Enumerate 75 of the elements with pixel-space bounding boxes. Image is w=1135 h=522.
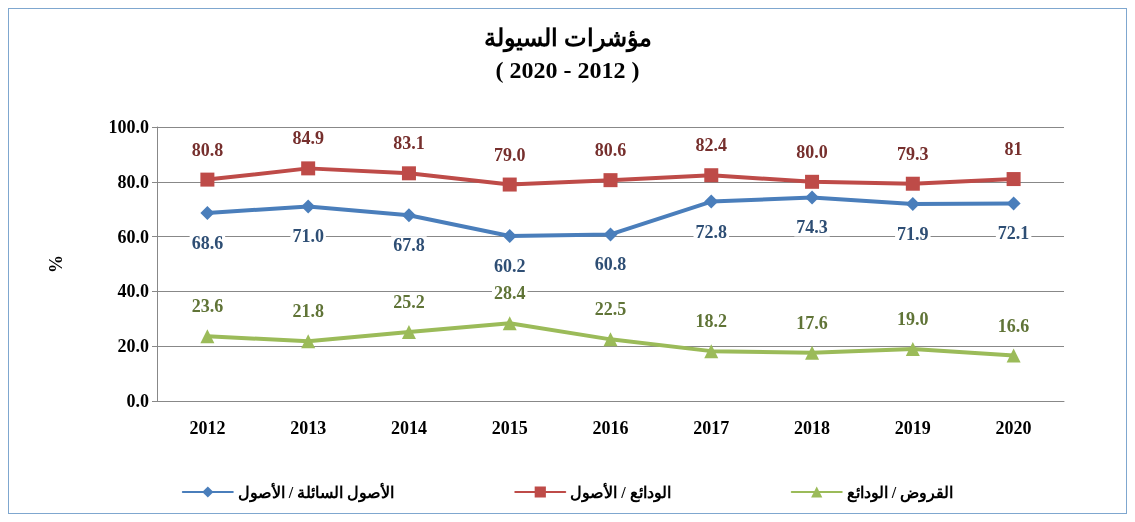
y-tick-label: 20.0 — [117, 336, 149, 357]
data-label: 17.6 — [796, 312, 828, 333]
x-tick-label: 2016 — [592, 418, 629, 438]
point — [805, 345, 820, 360]
data-label: 60.8 — [594, 254, 627, 275]
data-label: 23.6 — [191, 296, 224, 317]
data-label: 28.4 — [493, 283, 526, 304]
x-tick-label: 2020 — [995, 418, 1032, 438]
data-label: 81 — [1004, 139, 1023, 160]
data-label: 84.9 — [292, 128, 324, 149]
data-label: 80.0 — [796, 141, 828, 162]
x-tick-label: 2019 — [894, 418, 931, 438]
point — [704, 194, 719, 209]
point — [301, 334, 316, 349]
point — [603, 173, 618, 188]
point — [1006, 172, 1021, 187]
data-label: 18.2 — [695, 311, 728, 332]
x-tick-label: 2013 — [290, 418, 327, 438]
data-label: 82.4 — [695, 135, 728, 156]
x-tick-label: 2018 — [794, 418, 831, 438]
data-label: 83.1 — [393, 133, 425, 154]
point — [603, 227, 618, 242]
chart-title: مؤشرات السيولة — [483, 25, 652, 53]
point — [603, 332, 618, 347]
point — [200, 206, 215, 221]
point — [401, 166, 416, 181]
data-label: 21.8 — [292, 301, 324, 322]
point — [200, 172, 215, 187]
point — [1006, 196, 1021, 211]
x-tick-label: 2014 — [390, 418, 427, 438]
point — [401, 208, 416, 223]
x-tick-label: 2017 — [693, 418, 730, 438]
data-label: 25.2 — [393, 291, 425, 312]
data-label: 71.0 — [292, 226, 324, 247]
point — [502, 316, 517, 331]
x-tick-label: 2012 — [189, 418, 226, 438]
y-tick-label: 60.0 — [117, 226, 149, 247]
data-label: 80.8 — [191, 139, 224, 160]
legend-label: القروض / الودائع — [846, 483, 954, 503]
point — [401, 324, 416, 339]
data-label: 79.0 — [493, 144, 526, 165]
y-tick-label: 0.0 — [126, 391, 149, 411]
data-label: 79.3 — [897, 143, 929, 164]
data-label: 68.6 — [191, 233, 224, 254]
point — [502, 177, 517, 192]
point — [502, 229, 517, 244]
point — [905, 176, 920, 191]
y-tick-label: 40.0 — [117, 281, 149, 302]
point — [805, 174, 820, 189]
point — [704, 344, 719, 359]
y-tick-label: 100.0 — [108, 117, 149, 137]
data-label: 22.5 — [594, 299, 627, 320]
data-label: 72.1 — [997, 223, 1030, 244]
data-label: 16.6 — [997, 315, 1030, 336]
data-label: 71.9 — [897, 223, 929, 244]
chart-subtitle: ( 2020 - 2012 ) — [495, 57, 640, 83]
data-label: 72.8 — [695, 221, 728, 242]
point — [805, 190, 820, 205]
point — [905, 196, 920, 211]
y-axis-title: % — [46, 255, 66, 273]
point — [1006, 348, 1021, 363]
point — [301, 161, 316, 176]
legend-label: الودائع / الأصول — [570, 481, 671, 503]
data-label: 19.0 — [897, 308, 929, 329]
data-label: 60.2 — [493, 256, 526, 277]
point — [301, 199, 316, 214]
point — [200, 329, 215, 344]
point — [704, 168, 719, 183]
legend-label: الأصول السائلة / الأصول — [237, 481, 395, 503]
point — [905, 341, 920, 356]
data-label: 80.6 — [594, 140, 627, 161]
data-label: 67.8 — [393, 235, 425, 256]
data-label: 74.3 — [796, 217, 828, 238]
x-tick-label: 2015 — [491, 418, 528, 438]
y-tick-label: 80.0 — [117, 171, 149, 192]
